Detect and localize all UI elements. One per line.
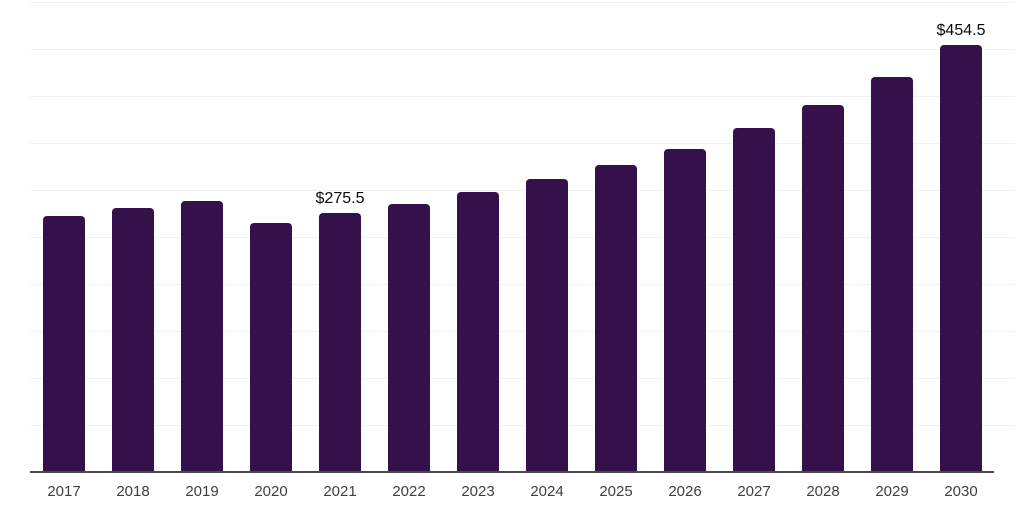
gridline [30, 378, 1015, 379]
bar-2029 [871, 76, 913, 472]
bar-2018 [112, 208, 154, 472]
gridline [30, 2, 1015, 3]
x-tick-label-2022: 2022 [392, 483, 426, 500]
bar-2027 [733, 128, 775, 472]
bar-2017 [43, 216, 85, 472]
bar-2030 [940, 44, 982, 472]
value-label-2021: $275.5 [315, 190, 365, 208]
x-axis-line [30, 471, 994, 473]
bar-2021 [319, 213, 361, 472]
bar-2028 [802, 104, 844, 472]
x-tick-label-2018: 2018 [116, 483, 150, 500]
x-tick-label-2019: 2019 [185, 483, 219, 500]
x-tick-label-2023: 2023 [461, 483, 495, 500]
x-tick-label-2024: 2024 [530, 483, 564, 500]
gridline [30, 190, 1015, 191]
x-tick-label-2021: 2021 [323, 483, 357, 500]
gridline [30, 284, 1015, 285]
value-label-2030: $454.5 [936, 21, 986, 39]
bar-2024 [526, 179, 568, 472]
gridline [30, 331, 1015, 332]
gridline [30, 96, 1015, 97]
bar-2026 [664, 148, 706, 472]
gridline [30, 425, 1015, 426]
x-tick-label-2025: 2025 [599, 483, 633, 500]
x-tick-label-2030: 2030 [944, 483, 978, 500]
bar-2019 [181, 200, 223, 472]
x-tick-label-2017: 2017 [47, 483, 81, 500]
plot-area: $275.5 $454.5 [30, 2, 1015, 473]
gridline [30, 237, 1015, 238]
bar-2023 [457, 191, 499, 472]
bar-2025 [595, 164, 637, 472]
bar-2020 [250, 222, 292, 472]
x-tick-label-2027: 2027 [737, 483, 771, 500]
x-axis-labels: 2017 2018 2019 2020 2021 2022 2023 2024 2025 2026… [30, 483, 1015, 505]
bar-2022 [388, 203, 430, 472]
x-tick-label-2020: 2020 [254, 483, 288, 500]
x-tick-label-2026: 2026 [668, 483, 702, 500]
x-tick-label-2028: 2028 [806, 483, 840, 500]
gridline [30, 143, 1015, 144]
gridline [30, 49, 1015, 50]
x-tick-label-2029: 2029 [875, 483, 909, 500]
